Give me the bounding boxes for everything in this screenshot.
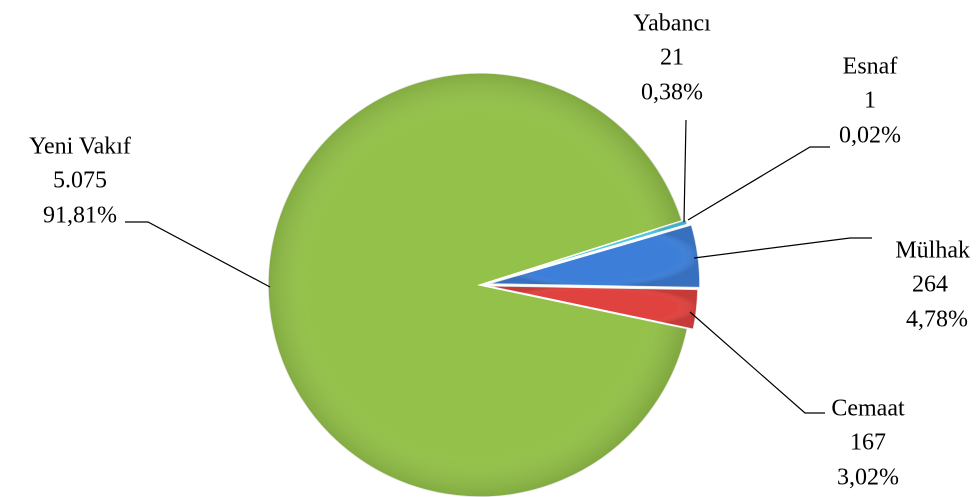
leader-line: [687, 146, 830, 221]
value-label: 5.075: [53, 168, 107, 194]
slice-label: Mülhak: [895, 238, 970, 264]
value-label: 167: [850, 430, 886, 456]
percent-label: 0,02%: [839, 123, 901, 149]
value-label: 21: [660, 45, 684, 71]
slice-label: Esnaf: [843, 54, 898, 80]
slice-label: Yabancı: [633, 11, 711, 37]
leader-line: [683, 119, 687, 223]
leader-line: [693, 237, 872, 259]
value-label: 264: [912, 272, 948, 298]
leader-line: [125, 221, 271, 288]
percent-label: 4,78%: [906, 307, 968, 333]
percent-label: 3,02%: [837, 465, 899, 491]
slice-label: Cemaat: [831, 396, 905, 422]
percent-label: 0,38%: [641, 80, 703, 106]
slice-label: Yeni Vakıf: [29, 134, 131, 160]
leader-line: [689, 311, 825, 414]
percent-label: 91,81%: [43, 203, 117, 229]
value-label: 1: [864, 88, 876, 114]
